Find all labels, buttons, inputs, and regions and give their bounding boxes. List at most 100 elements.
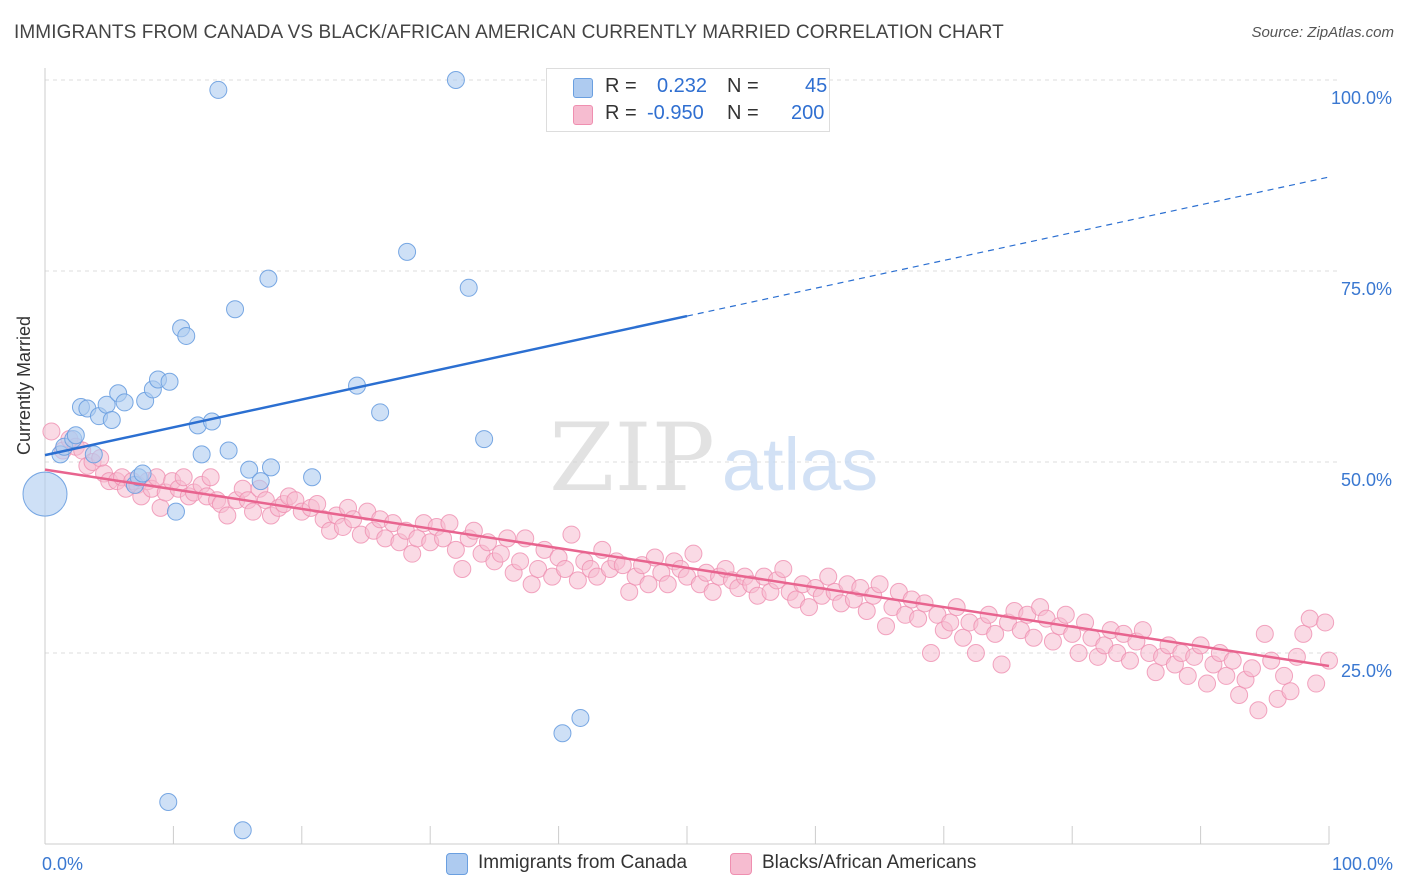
- legend-n-label: N =: [727, 75, 759, 97]
- point-blacks: [453, 559, 472, 578]
- legend-swatch-canada: [573, 78, 593, 98]
- point-blacks: [1043, 632, 1062, 651]
- point-blacks: [819, 567, 838, 586]
- bottom-legend-label-canada: Immigrants from Canada: [478, 852, 688, 873]
- bottom-legend-label-blacks: Blacks/African Americans: [762, 852, 977, 873]
- point-canada: [553, 724, 572, 743]
- point-blacks: [1249, 701, 1268, 720]
- point-blacks: [1300, 609, 1319, 628]
- point-blacks: [870, 575, 889, 594]
- source-label: Source: ZipAtlas.com: [1251, 24, 1394, 41]
- point-canada: [160, 372, 179, 391]
- point-blacks: [877, 617, 896, 636]
- grid-lines: [45, 79, 1339, 654]
- point-canada: [259, 269, 278, 288]
- point-blacks: [491, 544, 510, 563]
- point-blacks: [201, 468, 220, 487]
- watermark: ZIP atlas: [549, 404, 878, 513]
- point-blacks: [1242, 659, 1261, 678]
- point-blacks: [1320, 651, 1338, 670]
- x-tick-label: 0.0%: [42, 854, 83, 874]
- point-blacks: [1262, 651, 1281, 670]
- point-blacks: [1255, 624, 1274, 643]
- bottom-legend-swatch-blacks: [730, 853, 752, 875]
- trend-line-blacks: [44, 468, 1330, 668]
- legend-r-label: R =: [605, 75, 637, 97]
- tick-labels: 25.0% 50.0% 75.0% 100.0% 0.0% 100.0%: [42, 88, 1393, 874]
- point-canada: [66, 426, 85, 445]
- point-canada: [251, 472, 270, 491]
- point-canada: [177, 326, 196, 345]
- trend-line-canada-extension: [686, 176, 1330, 317]
- point-blacks: [909, 609, 928, 628]
- y-axis-label: Currently Married: [14, 315, 34, 455]
- legend-swatch-blacks: [573, 105, 593, 125]
- legend-n-value-blacks: 200: [791, 102, 825, 124]
- series-canada-points: [22, 71, 664, 840]
- point-canada: [475, 430, 494, 449]
- point-blacks: [174, 468, 193, 487]
- trend-lines: [44, 176, 1330, 668]
- point-blacks: [1146, 663, 1165, 682]
- point-blacks: [1178, 666, 1197, 685]
- trend-line-canada: [44, 314, 688, 457]
- point-blacks: [440, 514, 459, 533]
- point-blacks: [446, 540, 465, 559]
- point-blacks: [244, 502, 263, 521]
- point-blacks: [966, 644, 985, 662]
- point-canada: [303, 468, 322, 487]
- point-blacks: [703, 582, 722, 601]
- point-blacks: [1120, 651, 1139, 670]
- point-blacks: [658, 575, 677, 594]
- point-blacks: [1294, 624, 1313, 643]
- point-blacks: [774, 559, 793, 578]
- legend-r-value-canada: 0.232: [657, 75, 708, 97]
- point-blacks: [1223, 651, 1242, 670]
- point-blacks: [1076, 613, 1095, 632]
- y-tick-label: 100.0%: [1331, 88, 1392, 108]
- point-canada: [459, 278, 478, 297]
- point-blacks: [1316, 613, 1335, 632]
- point-canada: [398, 242, 417, 261]
- point-blacks: [992, 655, 1011, 674]
- point-blacks: [1063, 624, 1082, 643]
- point-blacks: [42, 422, 61, 441]
- y-tick-label: 75.0%: [1341, 279, 1392, 299]
- point-canada: [166, 502, 185, 521]
- point-blacks: [1307, 674, 1326, 693]
- point-blacks: [857, 601, 876, 620]
- point-blacks: [218, 506, 237, 525]
- correlation-legend: R = 0.232 N = 45 R = -0.950 N = 200: [546, 68, 830, 132]
- point-blacks: [511, 552, 530, 571]
- point-canada: [22, 471, 68, 517]
- chart-title: IMMIGRANTS FROM CANADA VS BLACK/AFRICAN …: [14, 22, 1004, 43]
- point-canada: [159, 792, 178, 811]
- point-blacks: [1198, 674, 1217, 693]
- legend-n-value-canada: 45: [805, 75, 828, 97]
- point-blacks: [1069, 644, 1088, 662]
- point-blacks: [568, 571, 587, 590]
- legend-r-value-blacks: -0.950: [647, 102, 704, 124]
- point-blacks: [1024, 628, 1043, 647]
- point-blacks: [684, 544, 703, 563]
- point-blacks: [1281, 682, 1300, 701]
- point-blacks: [1275, 666, 1294, 685]
- point-canada: [115, 393, 134, 412]
- point-blacks: [1217, 666, 1236, 685]
- point-blacks: [556, 559, 575, 578]
- point-blacks: [954, 628, 973, 647]
- point-blacks: [151, 498, 170, 517]
- legend-r-label: R =: [605, 102, 637, 124]
- point-blacks: [562, 525, 581, 544]
- point-canada: [371, 403, 390, 422]
- point-blacks: [1056, 605, 1075, 624]
- point-canada: [133, 464, 152, 483]
- point-blacks: [799, 598, 818, 617]
- watermark-atlas: atlas: [722, 423, 878, 506]
- point-blacks: [529, 559, 548, 578]
- legend-n-label: N =: [727, 102, 759, 124]
- point-canada: [226, 300, 245, 319]
- point-canada: [209, 80, 228, 99]
- point-canada: [446, 71, 465, 89]
